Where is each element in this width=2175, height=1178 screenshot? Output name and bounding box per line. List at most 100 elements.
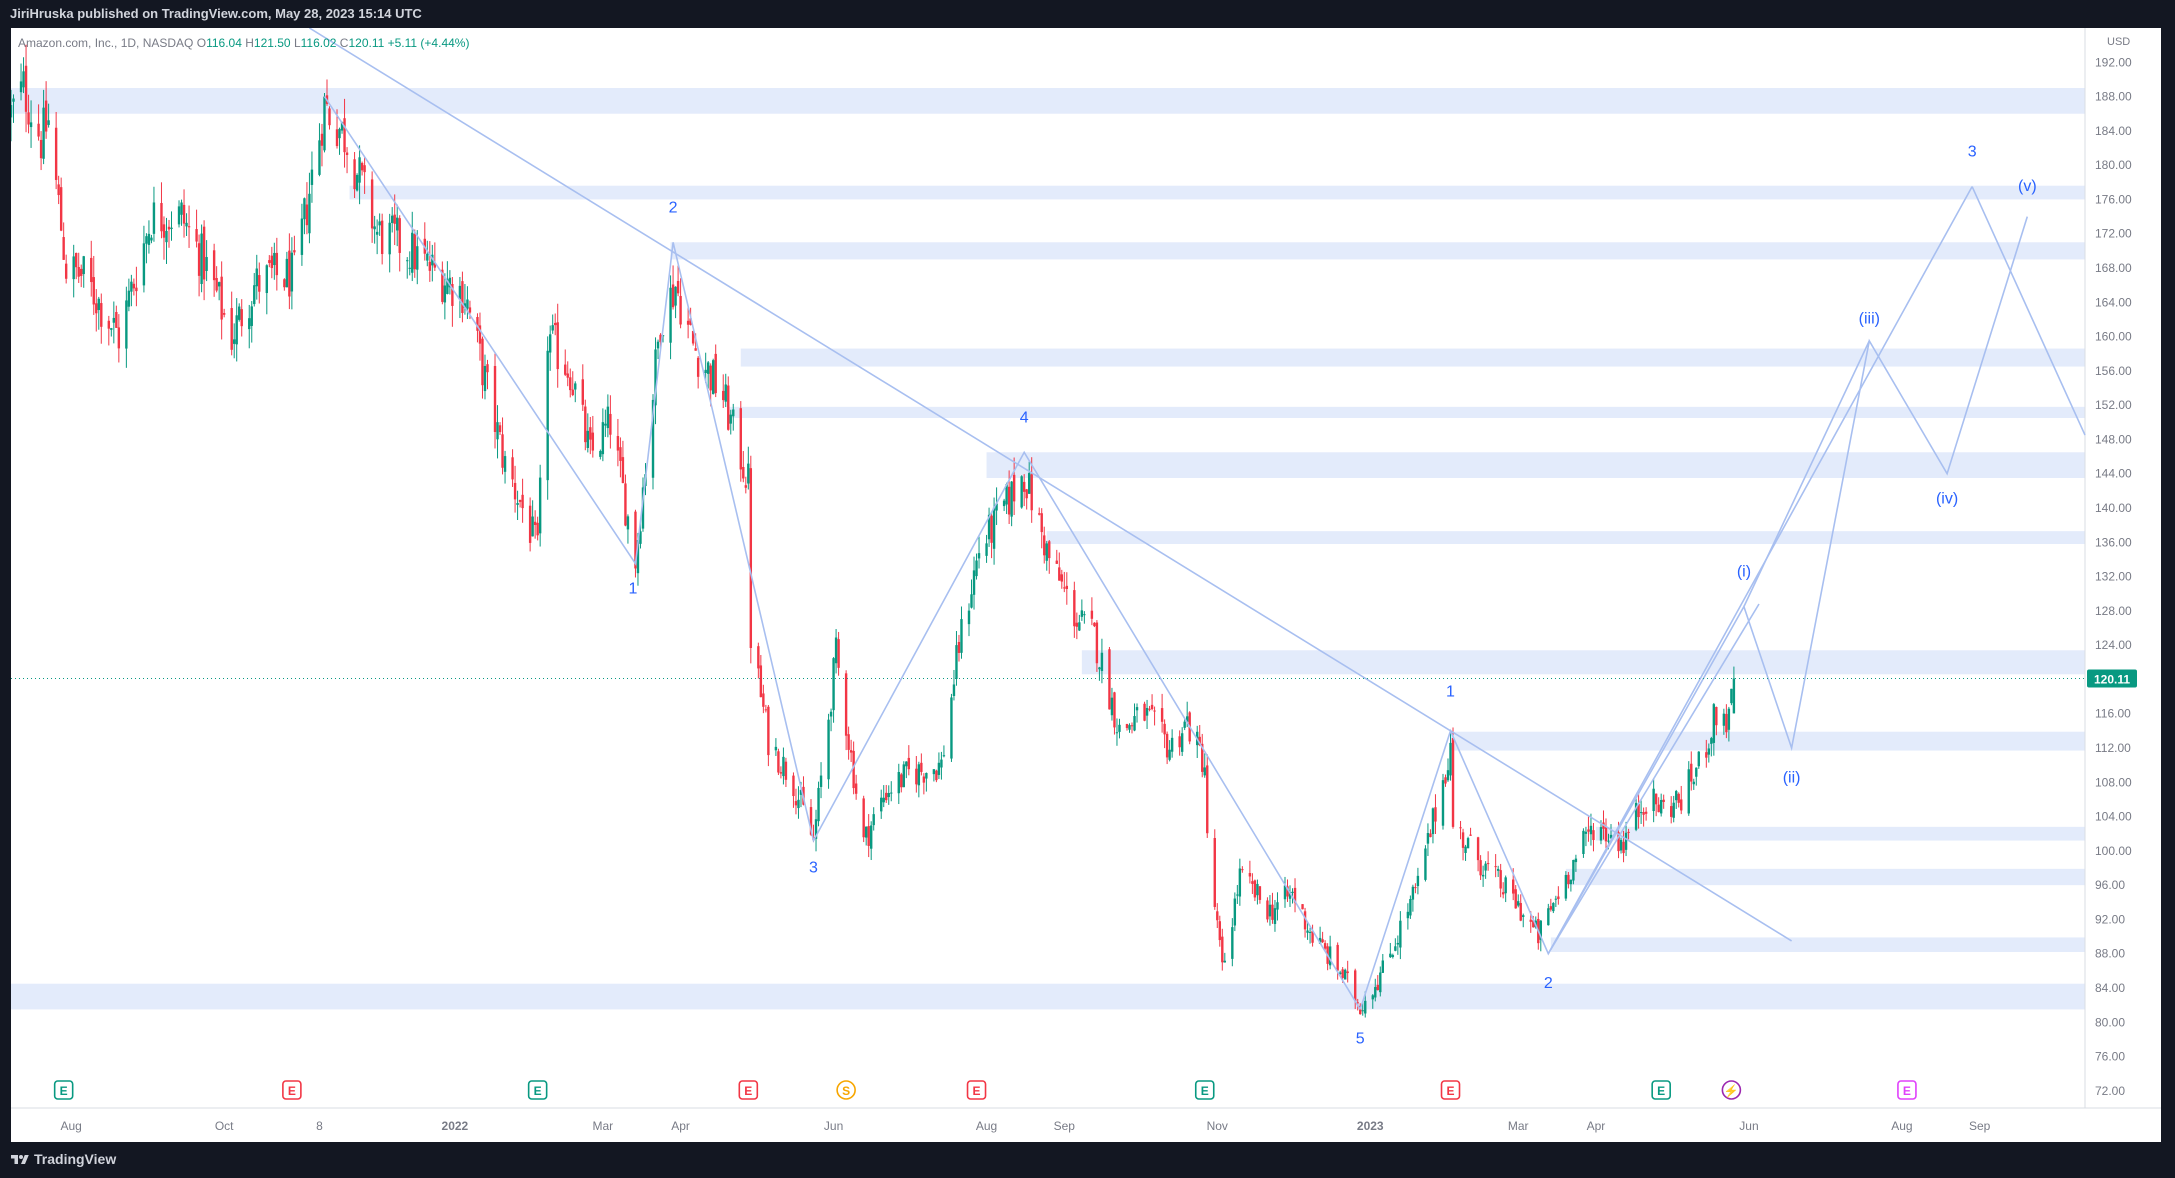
candle-410	[1449, 730, 1452, 781]
candle-409	[1446, 758, 1450, 782]
candle-466	[1644, 807, 1648, 821]
y-tick-label-20: 152.00	[2095, 398, 2132, 412]
candle-body	[285, 258, 289, 288]
candle-body	[222, 313, 226, 315]
candle-body	[11, 105, 13, 118]
candle-266	[942, 745, 946, 758]
candle-351	[1241, 866, 1244, 873]
candle-146	[521, 478, 524, 523]
candle-body	[569, 377, 572, 391]
candle-281	[995, 487, 998, 525]
candle-222	[792, 772, 795, 808]
candle-body	[177, 206, 181, 225]
candle-468	[1654, 793, 1658, 817]
y-tick-label-25: 172.00	[2095, 227, 2132, 241]
candle-42	[160, 182, 163, 239]
candle-body	[54, 127, 58, 180]
candle-body	[44, 100, 48, 132]
candle-body	[814, 819, 818, 839]
candle-414	[1464, 844, 1467, 861]
candle-122	[441, 261, 444, 305]
events-layer: E E E E S E E E E ⚡ E	[53, 1080, 1917, 1100]
candle-66	[240, 299, 243, 337]
candle-38	[145, 233, 148, 264]
candle-192	[686, 306, 690, 339]
candle-body	[1361, 1010, 1364, 1012]
candle-body	[1336, 944, 1339, 971]
candle-74	[270, 246, 274, 279]
candle-body	[880, 797, 883, 812]
y-tick-label-29: 188.00	[2095, 90, 2132, 104]
candle-201	[714, 344, 717, 398]
candle-body	[915, 768, 918, 785]
candle-body	[1414, 887, 1417, 889]
candle-176	[626, 514, 630, 544]
candle-body	[907, 757, 911, 770]
candle-481	[1697, 751, 1700, 769]
candle-body	[626, 516, 630, 530]
candle-376	[1328, 935, 1332, 970]
candle-315	[1115, 718, 1119, 746]
y-tick-label-0: 72.00	[2095, 1084, 2125, 1098]
candle-body	[75, 252, 78, 268]
candle-body	[293, 250, 296, 253]
candle-328	[1163, 719, 1166, 749]
y-tick-label-5: 92.00	[2095, 912, 2125, 926]
candle-272	[967, 603, 971, 637]
candle-body	[1514, 889, 1517, 909]
candle-body	[960, 619, 963, 653]
candle-62	[230, 291, 233, 356]
candle-body	[709, 365, 712, 391]
candle-body	[95, 303, 98, 314]
candle-388	[1374, 978, 1377, 1002]
candle-body	[1288, 892, 1292, 899]
candle-body	[581, 379, 584, 405]
candle-body	[706, 362, 710, 374]
candle-body	[1637, 803, 1640, 818]
candle-body	[1108, 649, 1111, 710]
candle-body	[759, 665, 763, 698]
candle-body	[917, 764, 921, 786]
candle-body	[270, 255, 274, 269]
candle-body	[152, 202, 156, 234]
candle-86	[310, 151, 314, 203]
candle-body	[160, 202, 163, 232]
candle-354	[1253, 879, 1257, 902]
candle-body	[905, 761, 908, 767]
chart-panel[interactable]: 1 2 3 4 5 1 2 3 (i) (ii) (iii) (iv) (v) 120.11 USD 72…	[11, 28, 2161, 1142]
candle-body	[1604, 827, 1608, 842]
candle-body	[441, 269, 444, 302]
candle-417	[1476, 836, 1480, 872]
candle-121	[433, 242, 437, 272]
candle-body	[882, 797, 885, 803]
candle-161	[574, 381, 577, 403]
candle-body	[686, 320, 690, 325]
candle-body	[39, 139, 43, 159]
candle-body	[1007, 486, 1011, 515]
price-chart[interactable]: 1 2 3 4 5 1 2 3 (i) (ii) (iii) (iv) (v) 120.11 USD 72…	[11, 28, 2161, 1142]
candle-119	[428, 241, 432, 282]
candle-439	[1552, 902, 1555, 914]
candle-body	[1113, 692, 1116, 728]
candle-282	[1002, 498, 1006, 512]
candle-body	[240, 309, 243, 327]
y-tick-label-21: 156.00	[2095, 364, 2132, 378]
candle-body	[722, 390, 725, 401]
candle-body	[1519, 902, 1522, 921]
candle-490	[1730, 688, 1733, 706]
candle-body	[1238, 868, 1242, 897]
candle-93	[338, 127, 341, 155]
candle-body	[1624, 832, 1628, 850]
candle-body	[661, 335, 665, 337]
candle-body	[29, 122, 33, 128]
candle-body	[601, 422, 605, 455]
candle-143	[513, 465, 517, 513]
candle-233	[829, 708, 833, 732]
candle-346	[1223, 952, 1227, 963]
candle-body	[897, 771, 900, 794]
x-tick-label-15: Sep	[1969, 1119, 1991, 1133]
candle-body	[1607, 840, 1610, 842]
candle-322	[1143, 701, 1146, 722]
candle-329	[1165, 731, 1169, 765]
event-marker-shape	[836, 1080, 856, 1100]
